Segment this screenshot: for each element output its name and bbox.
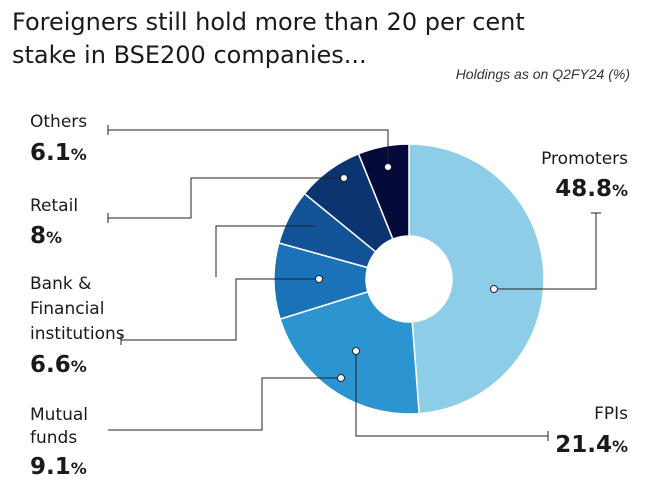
label-value-mutual-funds: 9.1% — [30, 454, 87, 480]
leader-dot-others — [384, 163, 392, 171]
label-name-bank-financial-institutions: Financial — [30, 299, 104, 319]
leader-dot-mutual-funds — [315, 275, 323, 283]
slice-labels: Promoters 48.8% FPIs 21.4% Mutual funds 9.1% Ba… — [30, 112, 628, 480]
leader-promoters — [494, 213, 597, 290]
leader-dot-promoters — [490, 285, 498, 293]
label-name-others: Others — [30, 112, 87, 132]
leader-bank-financial-institutions — [215, 225, 313, 277]
slice-fpis — [279, 290, 420, 415]
leader-retail — [108, 177, 344, 219]
label-value-others: 6.1% — [30, 140, 87, 166]
slice-others — [357, 143, 410, 241]
label-name-bank-financial-institutions: Bank & — [30, 274, 91, 294]
chart-title: Foreigners still hold more than 20 per c… — [12, 8, 525, 69]
label-value-promoters: 48.8% — [555, 176, 628, 202]
chart-subtitle: Holdings as on Q2FY24 (%) — [455, 66, 630, 82]
leader-dot-fpis — [352, 347, 360, 355]
leader-fpis — [355, 351, 548, 437]
leader-dot-retail — [340, 174, 348, 182]
label-name-fpis: FPIs — [594, 404, 628, 424]
slice-promoters — [408, 143, 545, 415]
label-value-fpis: 21.4% — [555, 432, 628, 458]
leader-mutual-funds — [121, 278, 319, 341]
leader-others — [108, 129, 389, 167]
label-name-mutual-funds: funds — [30, 428, 77, 448]
label-name-bank-financial-institutions: institutions — [30, 324, 125, 344]
leader-lines — [107, 125, 601, 441]
leader-dot-bank-financial-institutions — [337, 374, 345, 382]
label-value-retail: 8% — [30, 223, 62, 249]
label-value-bank-financial-institutions: 6.6% — [30, 352, 87, 378]
label-name-mutual-funds: Mutual — [30, 405, 88, 425]
label-name-retail: Retail — [30, 196, 78, 216]
label-name-promoters: Promoters — [541, 149, 628, 169]
leader-bank-financial-institutions — [108, 377, 341, 431]
